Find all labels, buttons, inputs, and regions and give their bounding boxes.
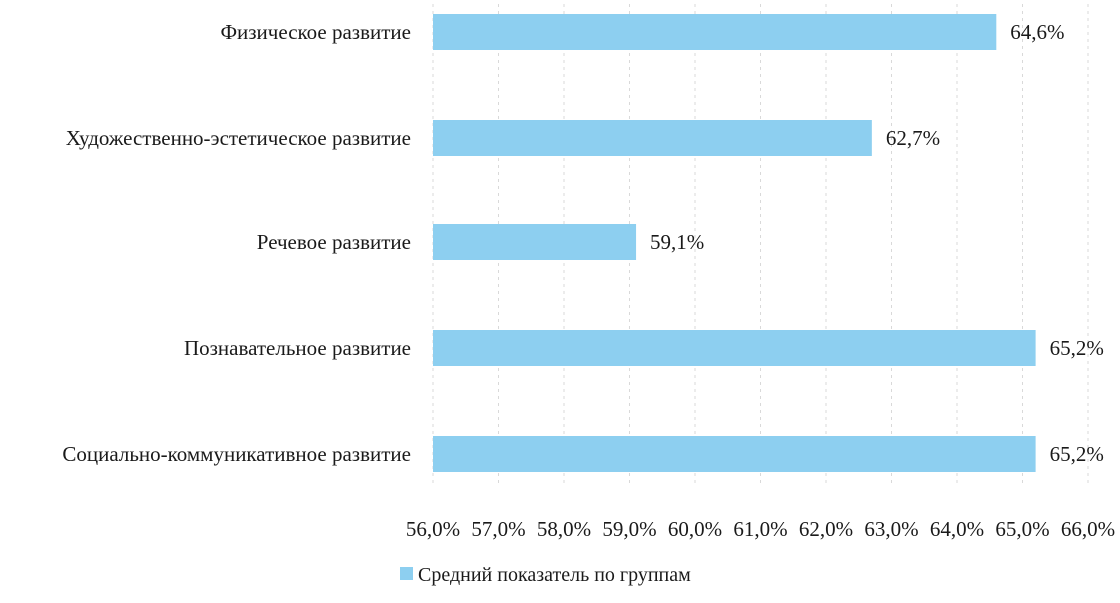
x-tick-label: 60,0%: [668, 517, 722, 541]
x-tick-label: 62,0%: [799, 517, 853, 541]
category-labels: Физическое развитие Художественно-эстетич…: [62, 20, 411, 466]
bar: [433, 224, 637, 260]
data-labels: 64,6% 62,7% 59,1% 65,2% 65,2%: [650, 20, 1104, 466]
x-tick-label: 56,0%: [406, 517, 460, 541]
bar: [433, 120, 872, 156]
data-label: 65,2%: [1050, 442, 1104, 466]
x-tick-label: 61,0%: [733, 517, 787, 541]
data-label: 65,2%: [1050, 336, 1104, 360]
x-tick-label: 59,0%: [602, 517, 656, 541]
bar: [433, 436, 1036, 472]
x-tick-label: 64,0%: [930, 517, 984, 541]
x-tick-label: 66,0%: [1061, 517, 1115, 541]
x-tick-label: 58,0%: [537, 517, 591, 541]
x-axis-ticks: 56,0% 57,0% 58,0% 59,0% 60,0% 61,0% 62,0% 63,0%…: [406, 517, 1115, 541]
x-tick-label: 65,0%: [995, 517, 1049, 541]
data-label: 62,7%: [886, 126, 940, 150]
bar: [433, 330, 1036, 366]
bars: [433, 14, 1036, 472]
category-label: Познавательное развитие: [184, 336, 411, 360]
data-label: 64,6%: [1010, 20, 1064, 44]
bar: [433, 14, 997, 50]
legend-swatch: [400, 567, 413, 580]
x-tick-label: 57,0%: [471, 517, 525, 541]
category-label: Социально-коммуникативное развитие: [62, 442, 411, 466]
legend-label: Средний показатель по группам: [418, 564, 691, 586]
data-label: 59,1%: [650, 230, 704, 254]
category-label: Физическое развитие: [220, 20, 411, 44]
category-label: Художественно-эстетическое развитие: [66, 126, 411, 150]
legend: Средний показатель по группам: [400, 564, 691, 586]
category-label: Речевое развитие: [257, 230, 411, 254]
x-tick-label: 63,0%: [864, 517, 918, 541]
